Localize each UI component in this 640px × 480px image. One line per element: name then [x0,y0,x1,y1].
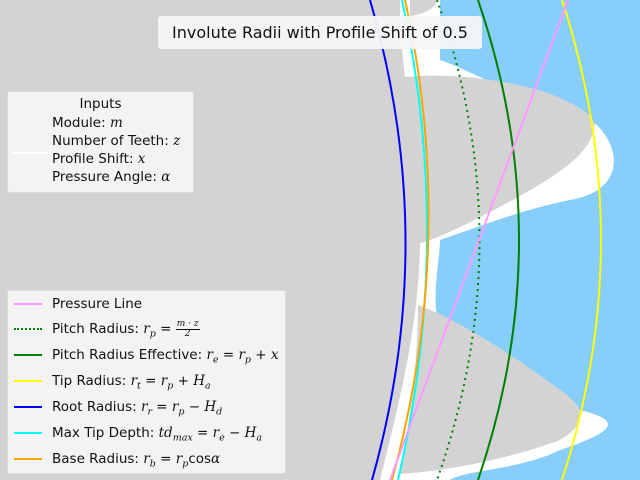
legend-row-base-radius: Base Radius: rb = rpcosα [8,446,285,472]
max-tip-depth-label: Max Tip Depth: tdmax = re − Ha [52,425,263,444]
legend-row-pressure-line: Pressure Line [8,291,285,317]
max-tip-depth-swatch [14,432,42,434]
max-tip-depth-arc [397,0,429,480]
root-radius-swatch [14,406,42,408]
inputs-legend-swatch [13,152,47,154]
input-pressure-angle: Pressure Angle: α [52,169,171,185]
input-profile-shift: Profile Shift: x [52,151,146,167]
pitch-radius-effective-arc [477,0,520,480]
pitch-effective-swatch [14,354,42,356]
pressure-line-label: Pressure Line [52,296,143,312]
base-radius-swatch [14,458,42,460]
tip-radius-arc [561,0,602,480]
input-module: Module: m [52,115,123,131]
inputs-legend: Inputs Module: m Number of Teeth: z Prof… [7,91,194,193]
base-radius-arc [391,0,430,480]
legend-row-root-radius: Root Radius: rr = rp − Hd [8,394,285,420]
root-radius-label: Root Radius: rr = rp − Hd [52,399,223,418]
legend-row-pitch-effective: Pitch Radius Effective: re = rp + x [8,342,285,368]
legend-row-max-tip-depth: Max Tip Depth: tdmax = re − Ha [8,420,285,446]
pressure-line [389,0,569,480]
rack-tooth-lower [400,305,581,474]
root-radius-arc [369,0,407,480]
rack-tooth-top [410,0,438,16]
tip-radius-swatch [14,380,42,382]
pitch-effective-label: Pitch Radius Effective: re = rp + x [52,347,279,366]
diagram-title: Involute Radii with Profile Shift of 0.5 [158,16,482,49]
tip-radius-label: Tip Radius: rt = rp + Ha [52,373,211,392]
base-radius-label: Base Radius: rb = rpcosα [52,451,221,470]
input-teeth: Number of Teeth: z [52,133,181,149]
pressure-line-swatch [14,303,42,305]
pitch-radius-arc [436,0,481,480]
inputs-legend-title: Inputs [79,96,122,112]
legend-row-tip-radius: Tip Radius: rt = rp + Ha [8,368,285,394]
pitch-radius-swatch [14,328,42,330]
rack-tooth-upper [398,75,595,245]
